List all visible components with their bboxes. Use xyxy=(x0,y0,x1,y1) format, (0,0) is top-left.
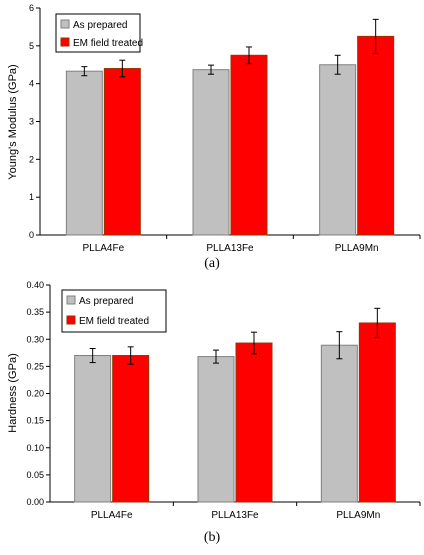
y-tick-label: 0.10 xyxy=(26,443,44,453)
legend-box xyxy=(55,13,141,53)
y-tick-label: 6 xyxy=(29,3,34,13)
y-tick-label: 0.15 xyxy=(26,416,44,426)
y-tick-label: 3 xyxy=(29,117,34,127)
legend-swatch xyxy=(66,295,76,305)
y-tick-label: 4 xyxy=(29,79,34,89)
legend-label: EM field treated xyxy=(73,38,143,49)
y-tick-label: 0.25 xyxy=(26,361,44,371)
bar-em-treated xyxy=(235,342,273,503)
legend-swatch xyxy=(60,19,70,29)
y-tick-label: 0.30 xyxy=(26,334,44,344)
panel-b-plot: 0.00 0.05 0.10 0.15 0.20 0.25 0.30 0.35 0.40 PLLA… xyxy=(26,280,421,521)
bar-em-treated xyxy=(358,322,396,503)
bar-as-prepared xyxy=(319,64,357,236)
y-tick-label: 1 xyxy=(29,192,34,202)
panel-a-ylabel: Young's Modulus (GPa) xyxy=(7,64,19,179)
legend-box xyxy=(61,289,167,333)
legend-label: As prepared xyxy=(79,296,133,307)
panel-b-chart: Hardness (GPa) 0.000.050.100.150.200.250… xyxy=(7,280,421,545)
panel-a-label: (a) xyxy=(204,256,220,271)
legend-label: As prepared xyxy=(73,20,127,31)
legend-swatch xyxy=(66,315,76,325)
bar-as-prepared xyxy=(197,356,235,503)
panel-a-chart: Young's Modulus (GPa) 0 1 2 3 4 5 6 PLLA4Fe PLLA… xyxy=(7,3,421,271)
x-category-label: PLLA4Fe xyxy=(82,243,124,254)
bar-as-prepared xyxy=(320,344,358,503)
bar-as-prepared xyxy=(192,69,230,236)
bar-em-treated xyxy=(112,355,150,503)
y-tick-label: 0.05 xyxy=(26,470,44,480)
panel-b-ylabel: Hardness (GPa) xyxy=(7,353,19,432)
y-tick-label: 0.00 xyxy=(26,497,44,507)
legend-swatch xyxy=(60,37,70,47)
bar-as-prepared xyxy=(74,355,112,503)
x-category-label: PLLA13Fe xyxy=(211,510,259,521)
y-tick-label: 2 xyxy=(29,154,34,164)
bar-em-treated xyxy=(357,35,395,236)
bar-em-treated xyxy=(230,54,268,236)
y-tick-label: 0.35 xyxy=(26,307,44,317)
y-tick-label: 0 xyxy=(29,230,34,240)
y-tick-label: 0.40 xyxy=(26,280,44,290)
x-category-label: PLLA9Mn xyxy=(336,510,380,521)
bar-as-prepared xyxy=(65,70,103,236)
x-category-label: PLLA4Fe xyxy=(91,510,133,521)
panel-a-plot: 0 1 2 3 4 5 6 PLLA4Fe PLLA13Fe PLLA9Mn As prepared… xyxy=(29,3,421,254)
bar-em-treated xyxy=(103,68,141,236)
panel-b-label: (b) xyxy=(204,530,221,545)
x-category-label: PLLA9Mn xyxy=(335,243,379,254)
legend-label: EM field treated xyxy=(79,316,149,327)
x-category-label: PLLA13Fe xyxy=(206,243,254,254)
y-tick-label: 0.20 xyxy=(26,389,44,399)
y-tick-label: 5 xyxy=(29,41,34,51)
